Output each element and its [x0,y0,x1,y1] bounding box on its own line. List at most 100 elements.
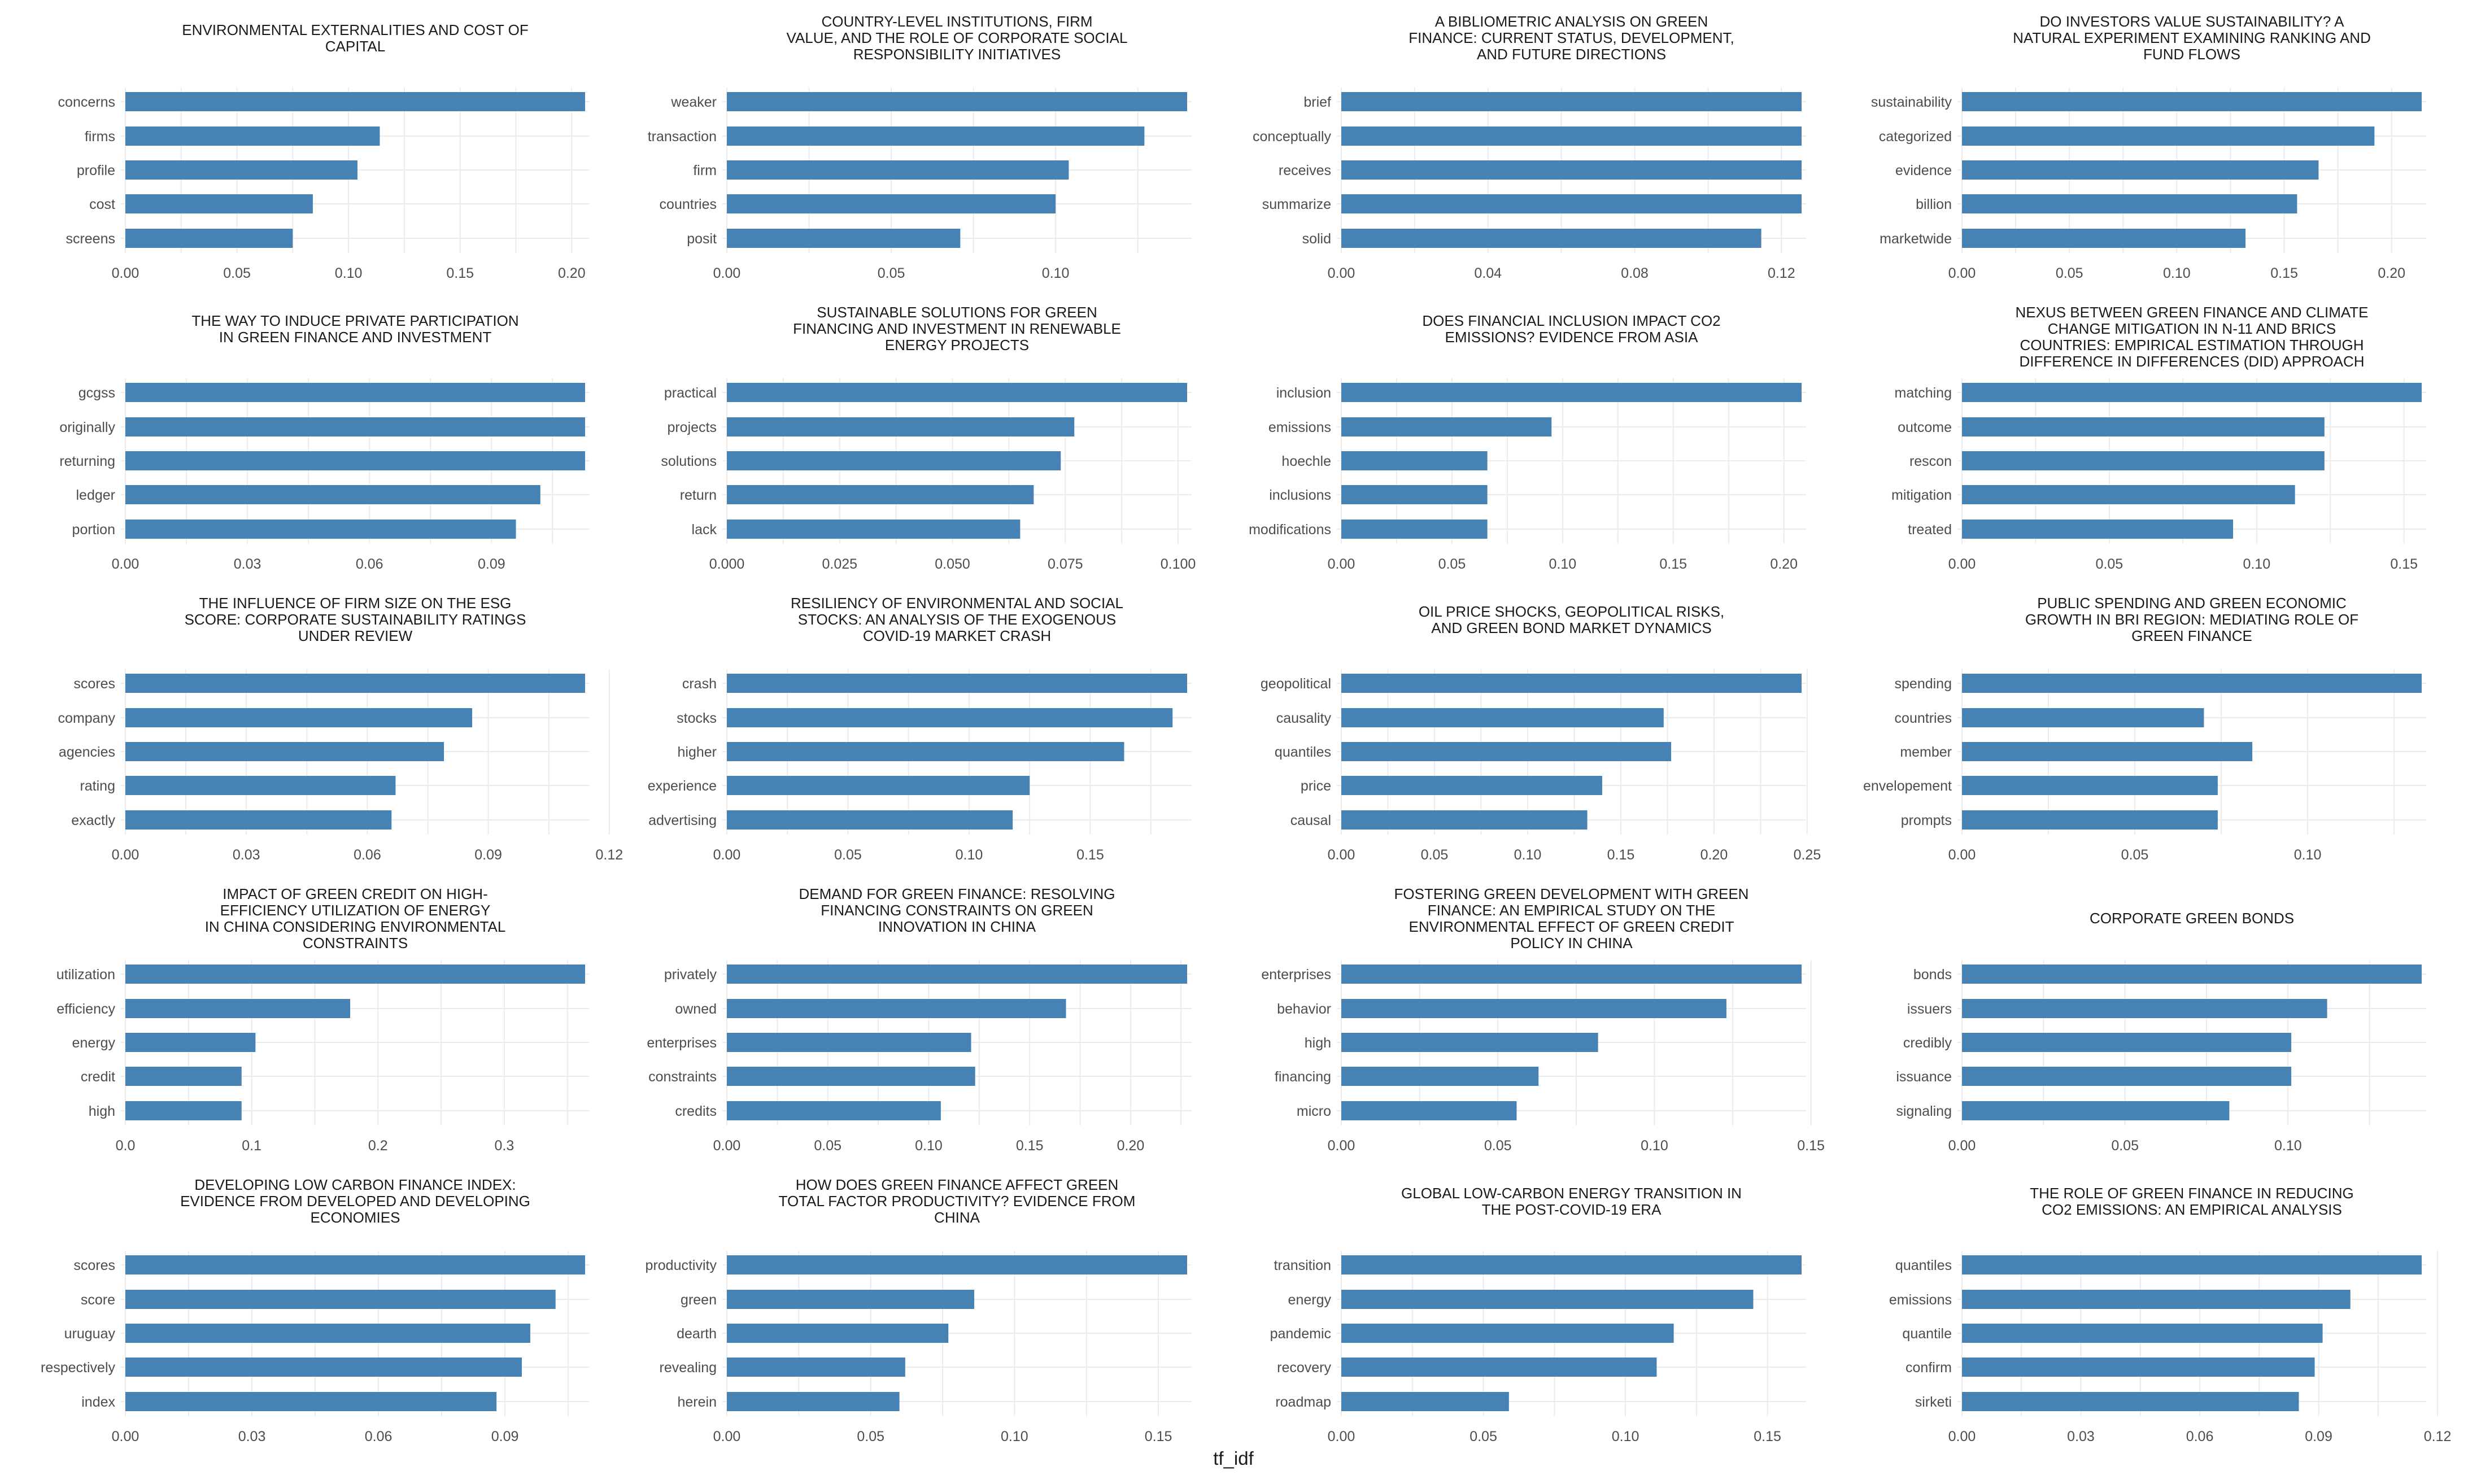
category-label: conceptually [1253,129,1331,145]
x-tick-label: 0.03 [2067,1429,2095,1444]
panel-title-line: PUBLIC SPENDING AND GREEN ECONOMIC [2037,595,2347,612]
x-tick-label: 0.05 [1438,556,1466,572]
category-label: mitigation [1891,487,1952,503]
bar-originally [125,417,585,437]
x-tick-label: 0.05 [814,1138,841,1154]
bar-credibly [1962,1033,2292,1052]
bar-emissions [1962,1290,2351,1309]
panel-title-line: AND GREEN BOND MARKET DYNAMICS [1431,619,1711,636]
category-label: geopolitical [1261,676,1331,692]
bar-quantile [1962,1324,2323,1343]
bar-gcgss [125,383,585,402]
bar-portion [125,520,516,539]
category-label: bonds [1913,967,1952,983]
panel-title-line: DO INVESTORS VALUE SUSTAINABILITY? A [2040,13,2345,30]
bar-credits [727,1101,941,1120]
x-tick-label: 0.025 [822,556,857,572]
bar-constraints [727,1067,975,1086]
panel-title-line: CHINA [934,1209,980,1226]
panel-6: SUSTAINABLE SOLUTIONS FOR GREENFINANCING… [661,304,1196,572]
x-tick-label: 0.05 [2111,1138,2139,1154]
bar-firms [125,126,380,146]
x-tick-label: 0.25 [1794,847,1821,863]
bar-summarize [1341,194,1802,213]
panel-7: DOES FINANCIAL INCLUSION IMPACT CO2EMISS… [1249,312,1806,572]
x-tick-label: 0.050 [935,556,970,572]
category-label: high [89,1103,115,1119]
bar-efficiency [125,999,351,1018]
bar-stocks [727,708,1173,727]
bar-firm [727,160,1069,180]
category-label: posit [687,231,717,247]
panel-4: DO INVESTORS VALUE SUSTAINABILITY? ANATU… [1871,13,2426,281]
x-tick-label: 0.10 [2274,1138,2302,1154]
bar-company [125,708,473,727]
category-label: credits [675,1103,717,1119]
category-label: green [681,1292,717,1308]
panel-title-line: UNDER REVIEW [298,627,413,644]
category-label: billion [1916,197,1952,212]
panel-1: ENVIRONMENTAL EXTERNALITIES AND COST OFC… [58,21,590,281]
category-label: originally [59,420,115,435]
category-label: quantiles [1895,1258,1952,1273]
x-tick-label: 0.12 [2424,1429,2452,1444]
panel-13: IMPACT OF GREEN CREDIT ON HIGH-EFFICIENC… [56,885,590,1154]
category-label: revealing [660,1360,717,1376]
panel-title-line: AND FUTURE DIRECTIONS [1477,46,1666,63]
category-label: brief [1303,94,1331,110]
panel-20: THE ROLE OF GREEN FINANCE IN REDUCINGCO2… [1889,1185,2452,1444]
x-tick-label: 0.09 [2305,1429,2332,1444]
panel-title-line: THE ROLE OF GREEN FINANCE IN REDUCING [2030,1185,2354,1202]
category-label: scores [73,676,115,692]
category-label: treated [1908,522,1952,538]
x-tick-label: 0.075 [1048,556,1083,572]
category-label: evidence [1895,163,1952,178]
panel-title-line: IN GREEN FINANCE AND INVESTMENT [219,329,492,346]
category-label: cost [89,197,115,212]
panel-10: RESILIENCY OF ENVIRONMENTAL AND SOCIALST… [648,595,1192,863]
panel-title-line: ENVIRONMENTAL EFFECT OF GREEN CREDIT [1409,918,1734,935]
panel-title-line: GLOBAL LOW-CARBON ENERGY TRANSITION IN [1401,1185,1742,1202]
category-label: high [1305,1035,1331,1051]
category-label: score [81,1292,115,1308]
category-label: stocks [677,710,717,726]
category-label: credibly [1903,1035,1952,1051]
bar-micro [1341,1101,1517,1120]
category-label: energy [1288,1292,1332,1308]
category-label: signaling [1896,1103,1952,1119]
bar-sustainability [1962,92,2422,111]
x-tick-label: 0.05 [2121,847,2149,863]
bar-privately [727,964,1187,984]
bar-exactly [125,810,392,830]
panel-9: THE INFLUENCE OF FIRM SIZE ON THE ESGSCO… [58,595,623,863]
bar-agencies [125,742,444,761]
category-label: higher [678,744,717,760]
panel-title-line: NEXUS BETWEEN GREEN FINANCE AND CLIMATE [2015,304,2368,321]
x-tick-label: 0.10 [956,847,983,863]
category-label: marketwide [1880,231,1952,247]
category-label: screens [66,231,115,247]
x-tick-label: 0.05 [2096,556,2123,572]
panel-12: PUBLIC SPENDING AND GREEN ECONOMICGROWTH… [1863,595,2426,863]
category-label: enterprises [647,1035,717,1051]
x-tick-label: 0.03 [234,556,261,572]
x-tick-label: 0.15 [1016,1138,1044,1154]
x-tick-label: 0.06 [2186,1429,2214,1444]
category-label: inclusion [1276,385,1331,401]
x-tick-label: 0.10 [1001,1429,1028,1444]
bar-enterprises [1341,964,1802,984]
x-tick-label: 0.00 [1948,847,1976,863]
x-tick-label: 0.05 [2056,265,2083,281]
bar-receives [1341,160,1802,180]
x-tick-label: 0.00 [1948,556,1976,572]
bar-returning [125,451,585,470]
panel-title-line: FUND FLOWS [2143,46,2240,63]
bar-causality [1341,708,1664,727]
category-label: privately [664,967,717,983]
category-label: quantile [1902,1326,1952,1342]
category-label: issuance [1896,1069,1952,1085]
x-tick-label: 0.10 [2294,847,2322,863]
bar-credit [125,1067,242,1086]
category-label: emissions [1889,1292,1952,1308]
category-label: hoechle [1281,453,1331,469]
